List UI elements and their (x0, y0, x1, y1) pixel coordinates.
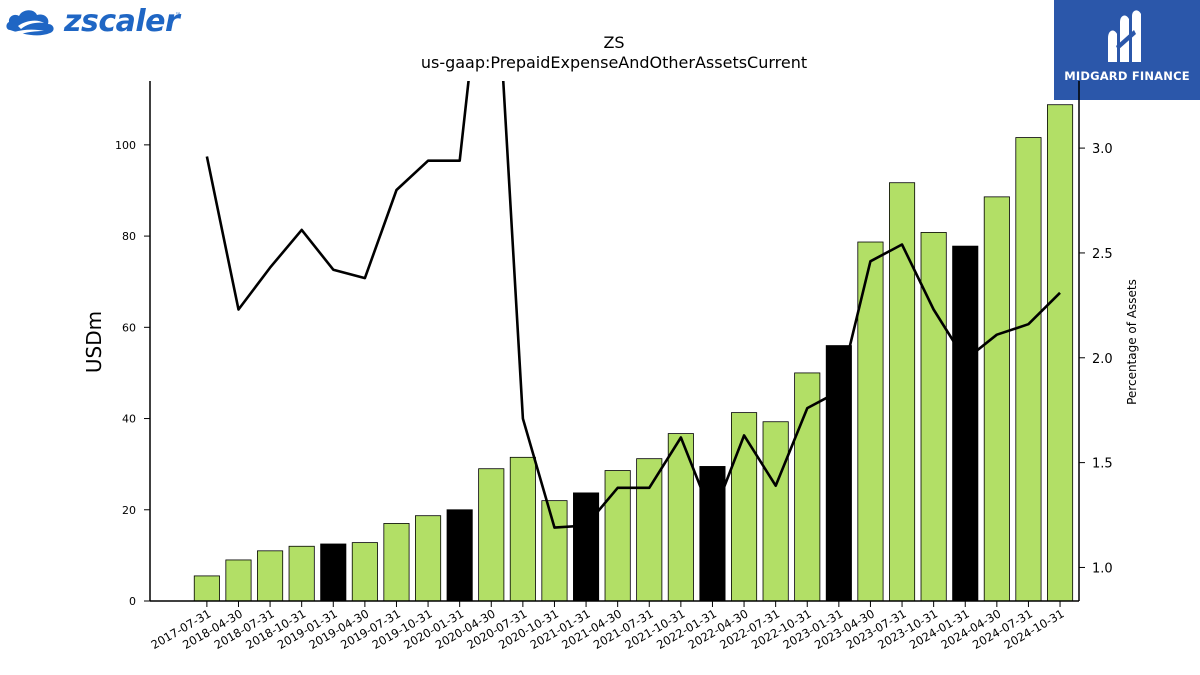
chart-subtitle: us-gaap:PrepaidExpenseAndOtherAssetsCurr… (421, 53, 807, 72)
bar (225, 559, 252, 602)
bar (415, 515, 442, 602)
bar (351, 542, 378, 602)
y-tick-label: 0 (129, 595, 136, 608)
line-layer (205, 81, 1061, 529)
bar (1047, 104, 1074, 602)
zscaler-logo: zscaler ™ (4, 4, 184, 44)
bar (446, 509, 473, 602)
bar (825, 345, 852, 602)
bar (320, 543, 347, 602)
bar (288, 545, 315, 602)
bar (257, 550, 284, 602)
bar (636, 458, 663, 602)
midgard-finance-text: MIDGARD FINANCE (1064, 69, 1190, 83)
chart-title: ZS (603, 33, 624, 52)
bar (193, 575, 220, 602)
zscaler-cloud-icon (6, 10, 54, 36)
axes-group (149, 81, 1080, 602)
bar (952, 245, 979, 602)
right-tick-group: 1.0 1.5 2.0 2.5 3.0 (1079, 142, 1113, 576)
bars-group (193, 104, 1074, 602)
y-tick-label: 60 (122, 321, 136, 334)
y2-tick-label: 3.0 (1092, 142, 1113, 157)
y2-tick-label: 1.5 (1092, 457, 1113, 472)
y2-tick-label: 2.0 (1092, 352, 1113, 367)
y-tick-label: 100 (115, 139, 136, 152)
bar (983, 196, 1010, 602)
y-tick-label: 20 (122, 504, 136, 517)
midgard-finance-logo: MIDGARD FINANCE (1054, 0, 1200, 100)
bar (573, 492, 600, 602)
y2-axis-label: Percentage of Assets (1125, 279, 1139, 405)
x-tick-group: 2017-07-312018-04-302018-07-312018-10-31… (148, 601, 1067, 652)
bar (509, 456, 536, 602)
zscaler-tm: ™ (175, 12, 181, 19)
bar (383, 523, 410, 602)
bar (541, 500, 568, 602)
bar (604, 470, 631, 602)
y2-tick-label: 2.5 (1092, 247, 1113, 262)
bar (731, 412, 758, 602)
bar (762, 421, 789, 602)
bar (699, 466, 726, 602)
percentage-line (205, 81, 1061, 529)
zscaler-wordmark: zscaler (64, 4, 180, 39)
bar (1015, 137, 1042, 602)
y2-tick-label: 1.0 (1092, 561, 1113, 576)
midgard-m-icon (1108, 10, 1141, 63)
y-tick-label: 80 (122, 230, 136, 243)
left-tick-group: 0 20 40 60 80 100 (115, 139, 150, 608)
bar (920, 232, 947, 602)
y-tick-label: 40 (122, 413, 136, 426)
y-axis-label: USDm (82, 311, 106, 373)
bar (478, 468, 505, 602)
bar (889, 182, 916, 602)
